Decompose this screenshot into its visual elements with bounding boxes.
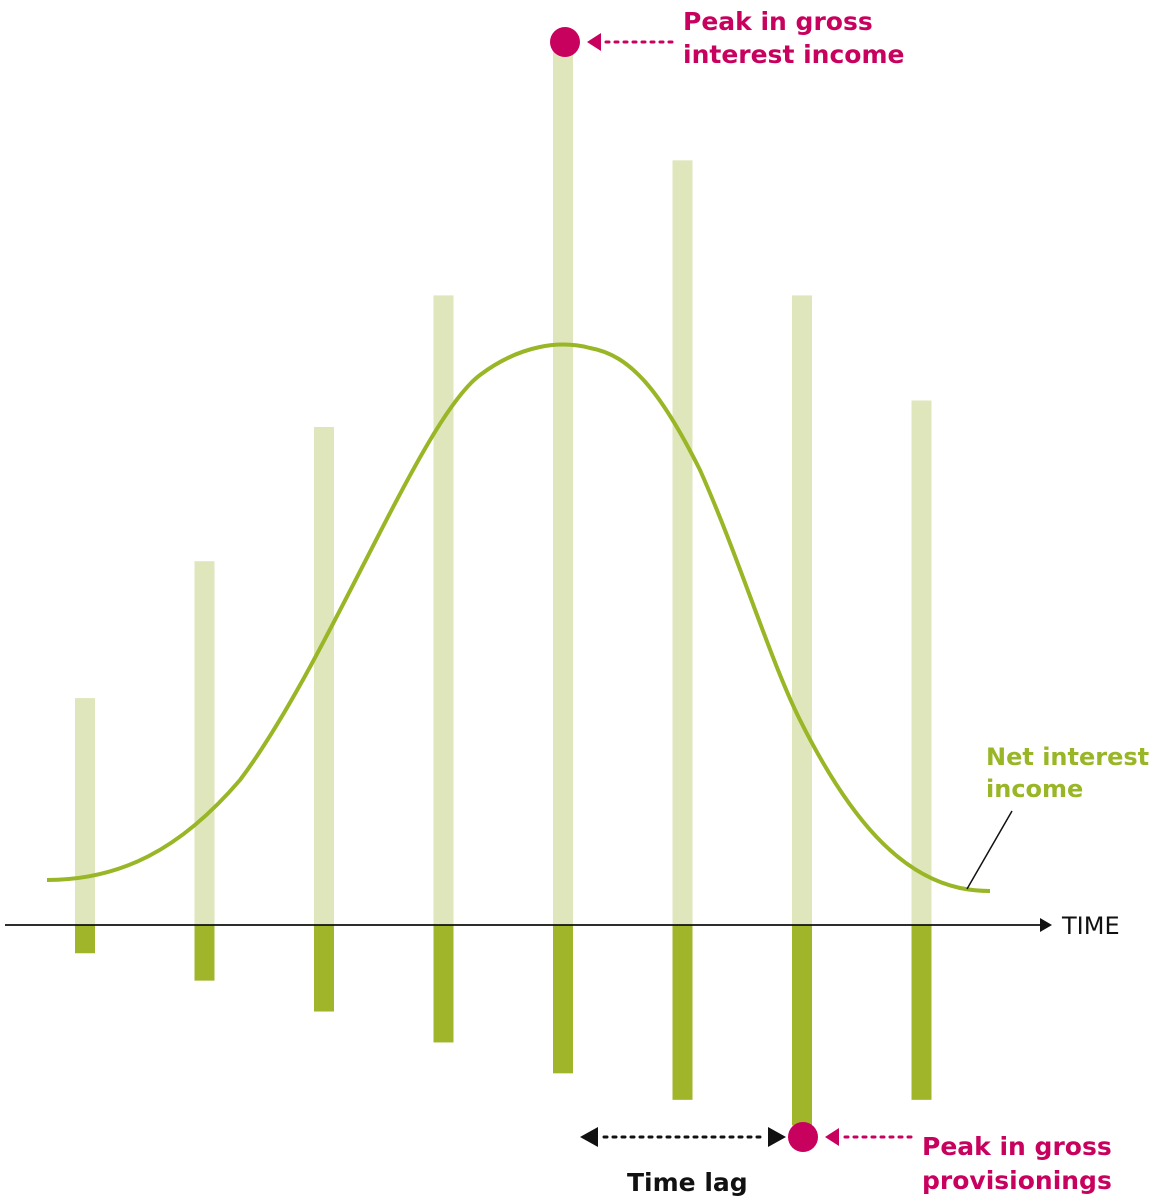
peak-income-label-line1: Peak in gross	[683, 7, 873, 36]
peak-provisionings-label: Peak in gross provisionings	[922, 1132, 1120, 1195]
gross-interest-income-bar-6	[672, 160, 693, 925]
peak-income-label: Peak in gross interest income	[683, 7, 904, 69]
time-lag-label: Time lag	[627, 1168, 748, 1197]
peak-income-arrowhead	[587, 33, 601, 51]
gross-interest-income-bar-8	[911, 400, 932, 925]
gross-provisionings-bar-8	[911, 925, 932, 1100]
gross-interest-income-bar-2	[194, 561, 215, 925]
gross-interest-income-bars	[75, 42, 932, 925]
gross-provisionings-bar-4	[433, 925, 454, 1043]
peak-provisionings-label-line2: provisionings	[922, 1166, 1112, 1195]
peak-income-label-line2: interest income	[683, 40, 904, 69]
gross-provisionings-bar-1	[75, 925, 95, 954]
gross-interest-income-bar-1	[75, 698, 95, 925]
gross-interest-income-bar-7	[792, 295, 812, 925]
net-interest-income-label: Net interest income	[986, 743, 1154, 803]
gross-interest-income-bar-3	[314, 426, 334, 925]
time-lag-arrowhead-right	[768, 1127, 786, 1147]
gross-provisionings-bar-2	[194, 925, 215, 981]
peak-provisionings-label-line1: Peak in gross	[922, 1132, 1112, 1161]
net-interest-income-leader	[966, 810, 1013, 890]
net-interest-income-label-line2: income	[986, 775, 1083, 803]
peak-income-marker	[550, 27, 580, 57]
gross-provisionings-bar-5	[553, 925, 573, 1074]
gross-provisionings-bar-3	[314, 925, 334, 1012]
gross-provisionings-bar-7	[792, 925, 812, 1126]
time-lag-arrowhead-left	[580, 1127, 598, 1147]
peak-provisionings-arrowhead	[825, 1128, 839, 1146]
gross-provisionings-bar-6	[672, 925, 693, 1100]
net-interest-income-line	[46, 342, 991, 893]
gross-interest-income-bar-4	[433, 295, 454, 925]
x-axis-label: TIME	[1061, 912, 1120, 940]
peak-provisionings-marker	[788, 1122, 818, 1152]
gross-provisionings-bars	[75, 925, 932, 1126]
net-interest-income-label-line1: Net interest	[986, 743, 1149, 771]
x-axis-arrowhead	[1040, 918, 1052, 932]
gross-interest-income-bar-5	[553, 42, 573, 925]
